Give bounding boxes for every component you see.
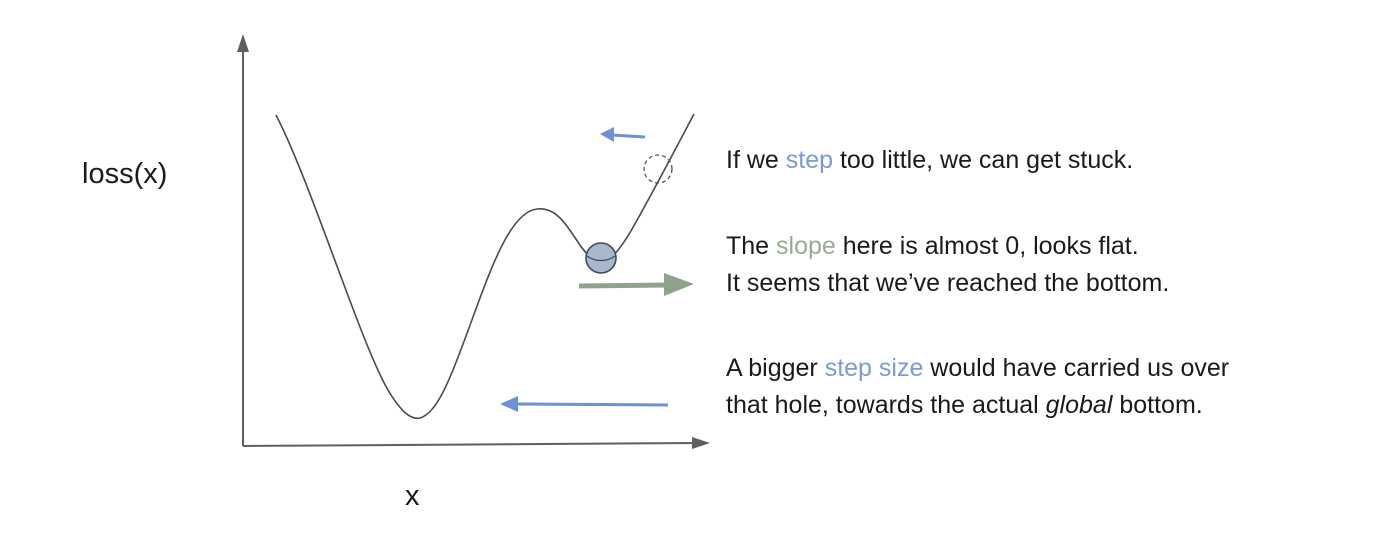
note-text: here is almost 0, looks flat.: [835, 232, 1139, 260]
y-axis-label: loss(x): [82, 158, 168, 190]
x-axis: [242, 442, 701, 447]
note-text: The: [726, 232, 777, 260]
ball: [585, 242, 617, 274]
small-step-arrow-shaft: [611, 133, 646, 139]
x-axis-arrowhead: [692, 437, 710, 449]
note-text: bottom.: [1112, 391, 1203, 419]
highlight-step-size: step size: [824, 354, 924, 382]
slope-arrow-shaft: [578, 282, 669, 289]
highlight-step: step: [785, 146, 834, 174]
note-step-too-little: If we step too little, we can get stuck.: [726, 142, 1133, 179]
note-text: that hole, towards the actual: [726, 391, 1046, 419]
small-step-arrow-head: [600, 127, 614, 142]
ball-shadow-line: [586, 255, 616, 262]
note-bigger-step: A bigger step size would have carried us…: [726, 350, 1229, 424]
note-text: would have carried us over: [923, 354, 1230, 382]
note-text: If we: [726, 146, 786, 174]
y-axis-arrowhead: [237, 34, 249, 52]
big-step-arrow-head: [500, 396, 518, 412]
highlight-slope: slope: [776, 232, 836, 260]
note-text: too little, we can get stuck.: [833, 146, 1134, 174]
x-axis-label: x: [405, 480, 420, 512]
note-text: A bigger: [726, 354, 825, 382]
big-step-arrow-shaft: [515, 402, 669, 407]
note-text: It seems that we’ve reached the bottom.: [726, 269, 1170, 297]
note-slope-flat: The slope here is almost 0, looks flat. …: [726, 228, 1169, 302]
loss-curve: [275, 113, 695, 420]
slope-arrow-head: [664, 273, 694, 296]
previous-ball-position: [643, 154, 673, 184]
emphasis-global: global: [1045, 391, 1113, 419]
